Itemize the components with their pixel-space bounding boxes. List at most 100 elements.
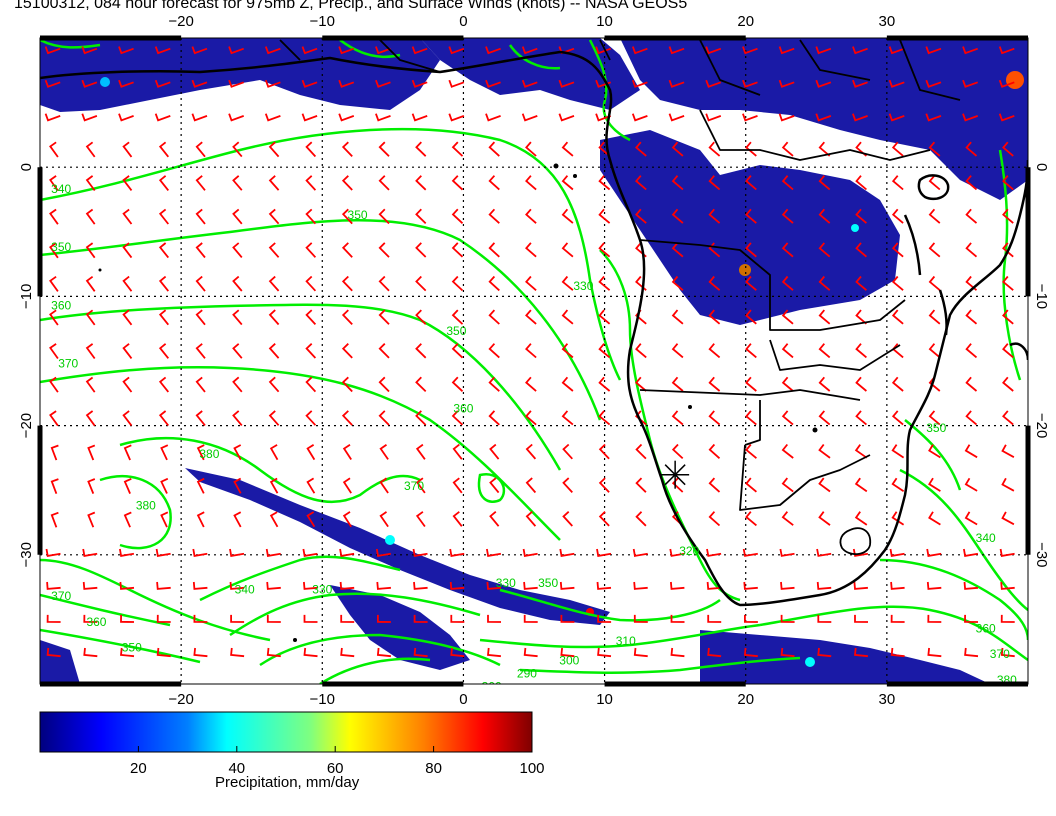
- wind-barb: [232, 376, 243, 393]
- wind-barb: [123, 511, 132, 528]
- wind-barb: [450, 614, 465, 623]
- wind-barb: [122, 141, 133, 158]
- wind-barb: [378, 309, 390, 325]
- wind-barb: [1000, 581, 1015, 590]
- wind-barb: [158, 242, 170, 259]
- wind-barb: [156, 647, 171, 658]
- wind-barb: [743, 647, 758, 658]
- wind-barb: [266, 581, 281, 590]
- wind-barb: [451, 242, 464, 258]
- wind-barb: [855, 175, 867, 191]
- wind-barb: [193, 614, 208, 623]
- wind-barb: [452, 511, 463, 527]
- wind-barb: [742, 113, 758, 122]
- colorbar-tick-label: 20: [130, 760, 147, 777]
- wind-barb: [558, 113, 575, 122]
- colorbar-ticks: 20 40 60 80 100: [130, 746, 545, 777]
- wind-barb: [670, 581, 685, 590]
- wind-barb: [708, 443, 721, 459]
- wind-barb: [668, 46, 685, 55]
- wind-barb: [191, 113, 208, 122]
- wind-barb: [562, 477, 573, 494]
- wind-barb: [50, 511, 59, 528]
- wind-barb: [745, 410, 757, 426]
- contour-label: 370: [51, 589, 71, 603]
- contour-label: 380: [199, 447, 219, 461]
- wind-barb: [412, 548, 428, 557]
- wind-barb: [379, 443, 389, 460]
- wind-barb: [49, 275, 59, 292]
- wind-barb: [120, 614, 135, 623]
- wind-barb: [708, 309, 721, 325]
- wind-barb: [303, 614, 318, 623]
- wind-barb: [928, 410, 941, 426]
- wind-barb: [122, 208, 133, 225]
- wind-barb: [559, 548, 575, 557]
- wind-barb: [229, 581, 245, 590]
- wind-barb: [487, 614, 502, 623]
- contour-label: 380: [136, 499, 156, 513]
- wind-barb: [120, 647, 135, 658]
- contour-label: 290: [517, 667, 537, 681]
- wind-barb: [598, 275, 611, 291]
- wind-barb: [233, 477, 242, 494]
- contour-label: 350: [446, 324, 466, 338]
- wind-barb: [233, 444, 242, 461]
- wind-barb: [962, 79, 979, 88]
- contour-label: 370: [58, 356, 78, 370]
- wind-barb: [195, 208, 206, 225]
- border-5: [769, 339, 901, 371]
- wind-barb: [266, 614, 281, 623]
- wind-barb: [671, 141, 684, 157]
- wind-barb: [815, 79, 832, 88]
- wind-barb: [671, 309, 684, 325]
- wind-barb: [816, 548, 832, 557]
- wind-barb: [228, 113, 245, 122]
- wind-barb: [448, 46, 465, 55]
- wind-barb: [233, 511, 242, 528]
- wind-barb: [598, 175, 611, 191]
- wind-barb: [670, 647, 685, 658]
- wind-barb: [891, 175, 904, 191]
- wind-barb: [781, 410, 794, 426]
- wind-barb: [49, 309, 59, 326]
- wind-barb: [303, 647, 318, 658]
- wind-barb: [891, 511, 905, 526]
- wind-barb: [671, 343, 684, 359]
- wind-barb: [964, 511, 978, 526]
- contour-label: 360: [453, 402, 473, 416]
- wind-barb: [448, 113, 465, 122]
- wind-barb: [46, 581, 61, 590]
- wind-barb: [962, 113, 979, 122]
- wind-barb: [268, 410, 280, 426]
- wind-barb: [891, 208, 904, 224]
- wind-barb: [928, 141, 941, 157]
- wind-barb: [561, 309, 574, 325]
- wind-barb: [268, 242, 280, 258]
- wind-barb: [303, 581, 318, 590]
- wind-barb: [158, 343, 170, 359]
- wind-barb: [232, 208, 243, 225]
- wind-barb: [852, 79, 868, 88]
- wind-barb: [192, 581, 208, 590]
- wind-barb: [780, 581, 795, 590]
- surface-wind-barbs: [44, 46, 1015, 658]
- wind-barb: [928, 444, 941, 459]
- wind-barb: [451, 175, 464, 191]
- contour-label: 310: [616, 634, 636, 648]
- border-3: [739, 400, 871, 511]
- wind-barb: [598, 410, 611, 426]
- contour-label: 360: [51, 298, 71, 312]
- wind-barb: [50, 444, 59, 461]
- wind-barb: [119, 548, 135, 557]
- wind-barb: [488, 410, 500, 426]
- wind-barb: [635, 477, 647, 493]
- wind-barb: [1002, 376, 1014, 392]
- wind-barb: [122, 376, 133, 393]
- wind-barb: [302, 548, 318, 557]
- wind-barb: [561, 275, 574, 291]
- wind-barb: [341, 141, 353, 158]
- wind-barb: [301, 113, 318, 122]
- colorbar-tick-label: 100: [519, 760, 544, 777]
